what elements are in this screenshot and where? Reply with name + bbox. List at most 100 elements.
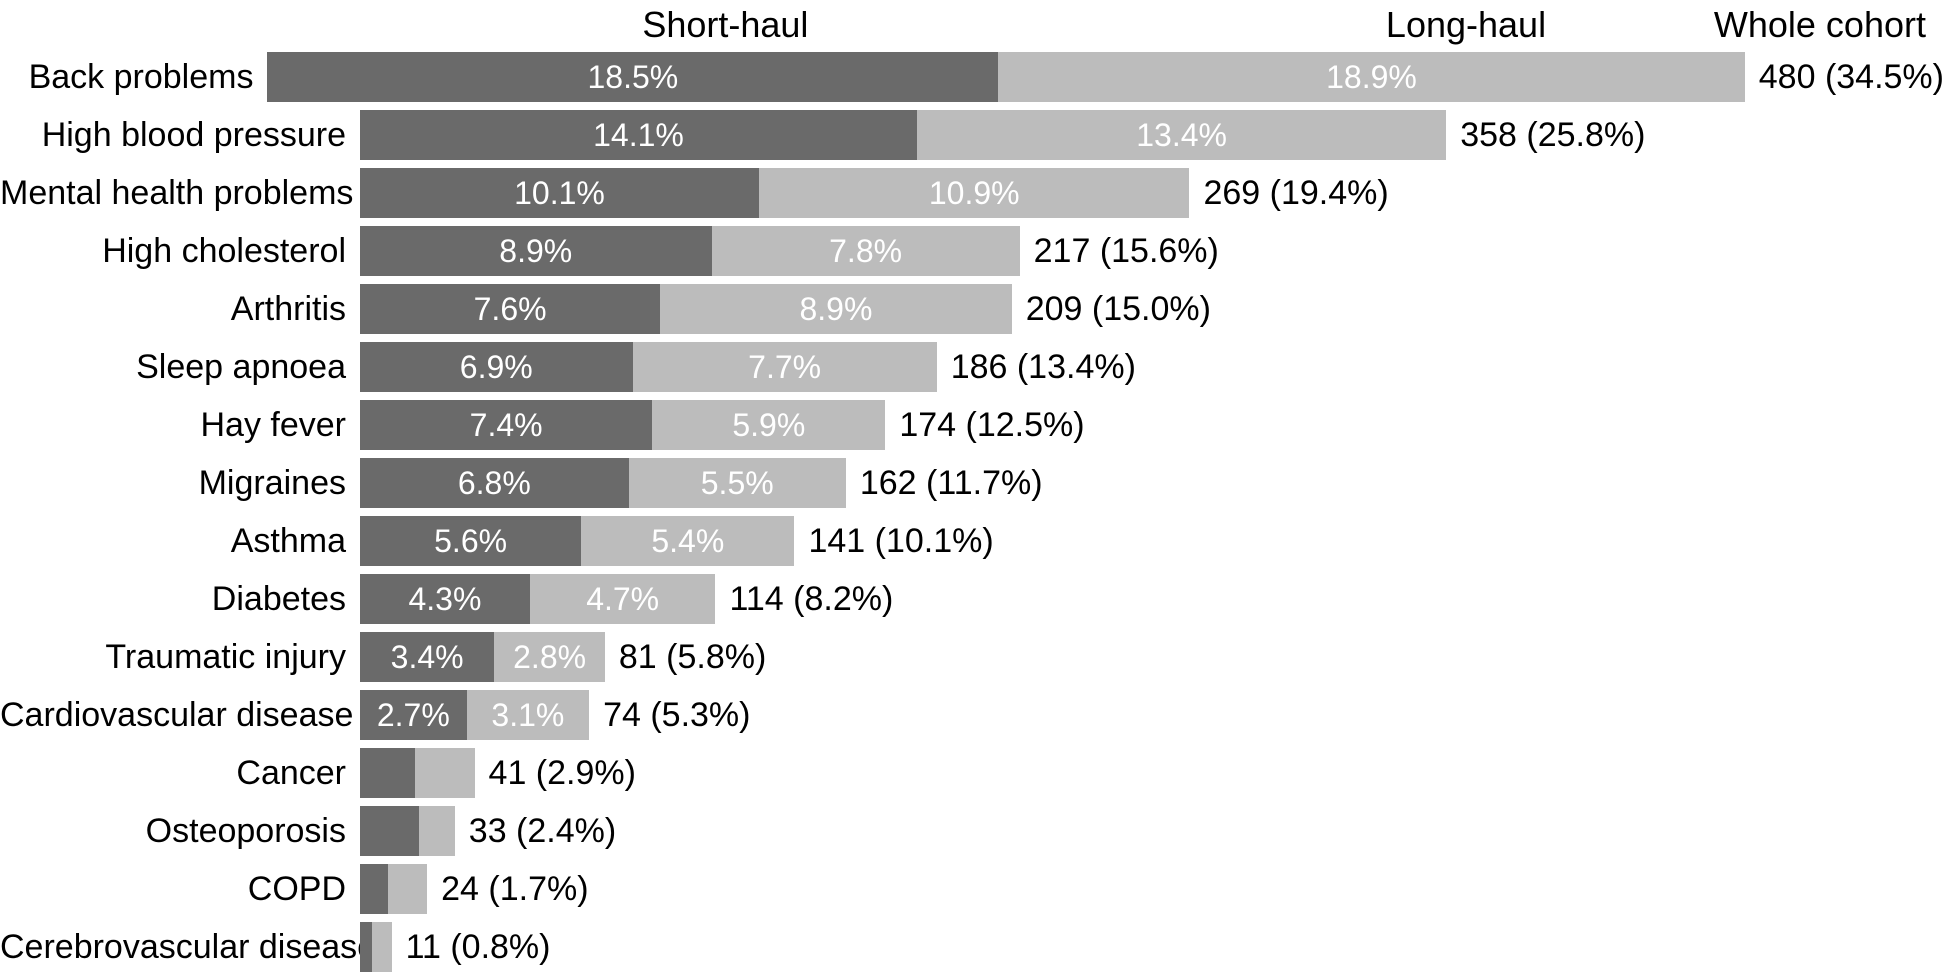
- segment-short-haul: [360, 806, 419, 856]
- row-total: 41 (2.9%): [489, 754, 636, 793]
- bar-row: Traumatic injury3.4%2.8% 81 (5.8%): [0, 628, 1944, 686]
- bar-track: 10.1%10.9% 269 (19.4%): [360, 168, 1944, 218]
- segment-long-haul: 2.8%: [494, 632, 605, 682]
- row-total: 209 (15.0%): [1026, 290, 1211, 329]
- bar-row: Cardiovascular disease2.7%3.1%74 (5.3%): [0, 686, 1944, 744]
- bar-track: 5.6%5.4% 141 (10.1%): [360, 516, 1944, 566]
- bar-track: 14.1%13.4% 358 (25.8%): [360, 110, 1944, 160]
- bar-stack: 7.4%5.9%: [360, 400, 885, 450]
- row-label: COPD: [0, 870, 360, 909]
- bar-row: Cancer 41 (2.9%): [0, 744, 1944, 802]
- bar-stack: 10.1%10.9%: [360, 168, 1189, 218]
- segment-long-haul: 5.4%: [581, 516, 794, 566]
- segment-short-haul: 10.1%: [360, 168, 759, 218]
- row-label: Hay fever: [0, 406, 360, 445]
- bar-track: 33 (2.4%): [360, 806, 1944, 856]
- bar-stack: 7.6%8.9%: [360, 284, 1012, 334]
- bar-stack: 8.9%7.8%: [360, 226, 1020, 276]
- segment-long-haul: 8.9%: [660, 284, 1012, 334]
- bar-track: 2.7%3.1%74 (5.3%): [360, 690, 1944, 740]
- segment-short-haul: [360, 748, 415, 798]
- row-total: 33 (2.4%): [469, 812, 616, 851]
- bar-track: 41 (2.9%): [360, 748, 1944, 798]
- bar-row: High cholesterol8.9%7.8% 217 (15.6%): [0, 222, 1944, 280]
- header-short-haul: Short-haul: [642, 4, 808, 46]
- row-total: 74 (5.3%): [603, 696, 750, 735]
- segment-long-haul: 5.5%: [629, 458, 846, 508]
- segment-long-haul: [372, 922, 392, 972]
- segment-short-haul: 18.5%: [267, 52, 998, 102]
- row-total: 358 (25.8%): [1460, 116, 1645, 155]
- bar-row: Cerebrovascular disease 11 (0.8%): [0, 918, 1944, 976]
- bar-stack: [360, 806, 455, 856]
- segment-long-haul: 13.4%: [917, 110, 1446, 160]
- row-total: 174 (12.5%): [899, 406, 1084, 445]
- health-conditions-chart: Short-haul Long-haul Whole cohort Back p…: [0, 0, 1944, 976]
- bar-row: Diabetes4.3%4.7%114 (8.2%): [0, 570, 1944, 628]
- bar-track: 3.4%2.8% 81 (5.8%): [360, 632, 1944, 682]
- row-label: Diabetes: [0, 580, 360, 619]
- segment-short-haul: 6.9%: [360, 342, 633, 392]
- row-label: Arthritis: [0, 290, 360, 329]
- bar-row: Mental health problems10.1%10.9% 269 (19.…: [0, 164, 1944, 222]
- bar-row: High blood pressure14.1%13.4% 358 (25.8%): [0, 106, 1944, 164]
- bar-stack: 5.6%5.4%: [360, 516, 794, 566]
- row-label: Cardiovascular disease: [0, 696, 360, 735]
- bar-stack: [360, 922, 392, 972]
- bar-stack: 6.8%5.5%: [360, 458, 846, 508]
- bar-rows: Back problems18.5%18.9%480 (34.5%)High b…: [0, 48, 1944, 976]
- segment-short-haul: 3.4%: [360, 632, 494, 682]
- bar-track: 6.9%7.7%186 (13.4%): [360, 342, 1944, 392]
- row-total: 217 (15.6%): [1034, 232, 1219, 271]
- row-total: 114 (8.2%): [729, 580, 893, 619]
- row-label: Osteoporosis: [0, 812, 360, 851]
- bar-row: Arthritis7.6%8.9% 209 (15.0%): [0, 280, 1944, 338]
- bar-row: Asthma5.6%5.4% 141 (10.1%): [0, 512, 1944, 570]
- bar-row: Osteoporosis 33 (2.4%): [0, 802, 1944, 860]
- bar-track: 18.5%18.9% 480 (34.5%): [267, 52, 1944, 102]
- bar-row: Migraines6.8%5.5% 162 (11.7%): [0, 454, 1944, 512]
- segment-short-haul: 7.6%: [360, 284, 660, 334]
- bar-track: 4.3%4.7%114 (8.2%): [360, 574, 1944, 624]
- row-label: Asthma: [0, 522, 360, 561]
- row-total: 480 (34.5%): [1759, 58, 1944, 97]
- bar-row: Back problems18.5%18.9%480 (34.5%): [0, 48, 1944, 106]
- header-whole-cohort: Whole cohort: [1714, 4, 1926, 46]
- column-headers: Short-haul Long-haul Whole cohort: [0, 0, 1944, 48]
- bar-stack: 14.1%13.4%: [360, 110, 1446, 160]
- row-label: High cholesterol: [0, 232, 360, 271]
- row-label: Mental health problems: [0, 174, 360, 213]
- segment-short-haul: 5.6%: [360, 516, 581, 566]
- bar-stack: [360, 748, 475, 798]
- segment-long-haul: [388, 864, 428, 914]
- row-label: High blood pressure: [0, 116, 360, 155]
- row-total: 186 (13.4%): [951, 348, 1136, 387]
- row-total: 81 (5.8%): [619, 638, 766, 677]
- bar-row: Hay fever7.4%5.9% 174 (12.5%): [0, 396, 1944, 454]
- bar-stack: [360, 864, 427, 914]
- segment-short-haul: 8.9%: [360, 226, 712, 276]
- segment-long-haul: [419, 806, 455, 856]
- bar-track: 7.6%8.9% 209 (15.0%): [360, 284, 1944, 334]
- row-label: Cerebrovascular disease: [0, 928, 360, 967]
- row-label: Traumatic injury: [0, 638, 360, 677]
- segment-short-haul: 4.3%: [360, 574, 530, 624]
- row-total: 162 (11.7%): [860, 464, 1043, 503]
- bar-stack: 3.4%2.8%: [360, 632, 605, 682]
- bar-stack: 18.5%18.9%: [267, 52, 1744, 102]
- row-label: Migraines: [0, 464, 360, 503]
- segment-short-haul: [360, 922, 372, 972]
- row-total: 141 (10.1%): [808, 522, 993, 561]
- row-total: 269 (19.4%): [1203, 174, 1388, 213]
- segment-long-haul: 7.8%: [712, 226, 1020, 276]
- row-total: 11 (0.8%): [406, 928, 551, 967]
- header-long-haul: Long-haul: [1386, 4, 1546, 46]
- bar-track: 24 (1.7%): [360, 864, 1944, 914]
- bar-track: 7.4%5.9% 174 (12.5%): [360, 400, 1944, 450]
- segment-short-haul: 6.8%: [360, 458, 629, 508]
- row-label: Cancer: [0, 754, 360, 793]
- segment-long-haul: [415, 748, 474, 798]
- segment-long-haul: 3.1%: [467, 690, 589, 740]
- segment-long-haul: 5.9%: [652, 400, 885, 450]
- segment-short-haul: [360, 864, 388, 914]
